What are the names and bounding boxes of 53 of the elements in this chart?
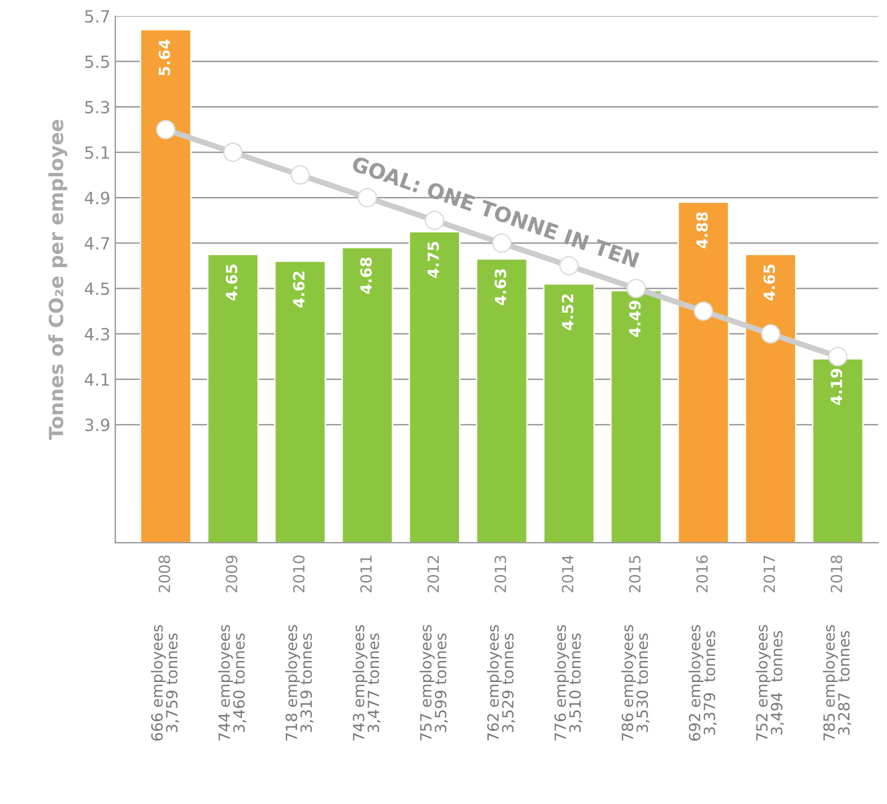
point	[424, 210, 444, 230]
data-label: 4.75	[428, 242, 439, 278]
data-label: 5.64	[158, 39, 170, 76]
point	[156, 120, 176, 140]
y-tick-label: 5.3	[85, 100, 110, 114]
x-tick-label: 2018	[830, 556, 842, 592]
x-tick-label: 2012	[427, 556, 439, 592]
point	[290, 165, 310, 185]
y-tick-label: 5.5	[85, 56, 109, 68]
y-tick-label: 3.9	[85, 418, 110, 432]
data-label: 4.65	[763, 264, 776, 301]
x-tick-label: 2009	[226, 556, 238, 592]
data-label: 4.65	[226, 264, 238, 301]
data-label: 4.68	[360, 258, 372, 294]
text: 785 employees 3,287 tonnes	[823, 625, 852, 740]
text: 776 employees 3,510 tonnes	[554, 625, 582, 740]
text: 752 employees 3,494 tonnes	[756, 625, 784, 740]
text: 757 employees 3,599 tonnes	[420, 625, 448, 740]
x-tick-label: 2014	[562, 555, 574, 592]
data-label: 4.63	[494, 269, 506, 306]
y-tick-label: 5.7	[85, 10, 110, 23]
y-tick-label: 4.9	[84, 192, 110, 204]
text: 786 employees 3,530 tonnes	[621, 625, 650, 740]
text: 743 employees 3,477 tonnes	[352, 625, 381, 740]
text: 744 employees 3,460 tonnes	[218, 625, 246, 740]
point	[559, 256, 579, 276]
data-label: 4.62	[293, 272, 305, 308]
y-tick-label: 4.1	[84, 373, 109, 386]
x-tick-label: 2013	[494, 556, 506, 592]
text: 666 employees 3,759 tonnes	[150, 625, 180, 741]
point	[694, 301, 714, 321]
x-tick-label: 2017	[763, 556, 776, 592]
x-tick-label: 2016	[696, 555, 708, 592]
text: 692 employees 3,379 tonnes	[688, 625, 717, 741]
y-tick-label: 4.7	[84, 237, 110, 250]
y-tick-label: 4.3	[84, 328, 110, 340]
y-tick-label: 4.5	[84, 282, 109, 296]
x-tick-label: 2008	[158, 556, 170, 592]
text: 762 employees 3,529 tonnes	[486, 625, 516, 740]
point	[223, 142, 243, 162]
y-axis-title: Tonnes of CO₂e per employee	[48, 120, 68, 440]
x-tick-label: 2010	[293, 556, 305, 592]
data-label: 4.52	[562, 294, 574, 330]
text: 718 employees 3,319 tonnes	[285, 625, 314, 740]
point	[828, 346, 848, 366]
data-label: 4.49	[629, 300, 641, 337]
x-tick-label: 2015	[629, 556, 641, 592]
x-tick-label: 2011	[360, 556, 372, 592]
data-label: 4.19	[830, 368, 842, 405]
y-tick-label: 5.1	[85, 146, 109, 159]
point	[626, 278, 646, 298]
point	[760, 324, 780, 344]
data-label: 4.88	[696, 212, 708, 248]
